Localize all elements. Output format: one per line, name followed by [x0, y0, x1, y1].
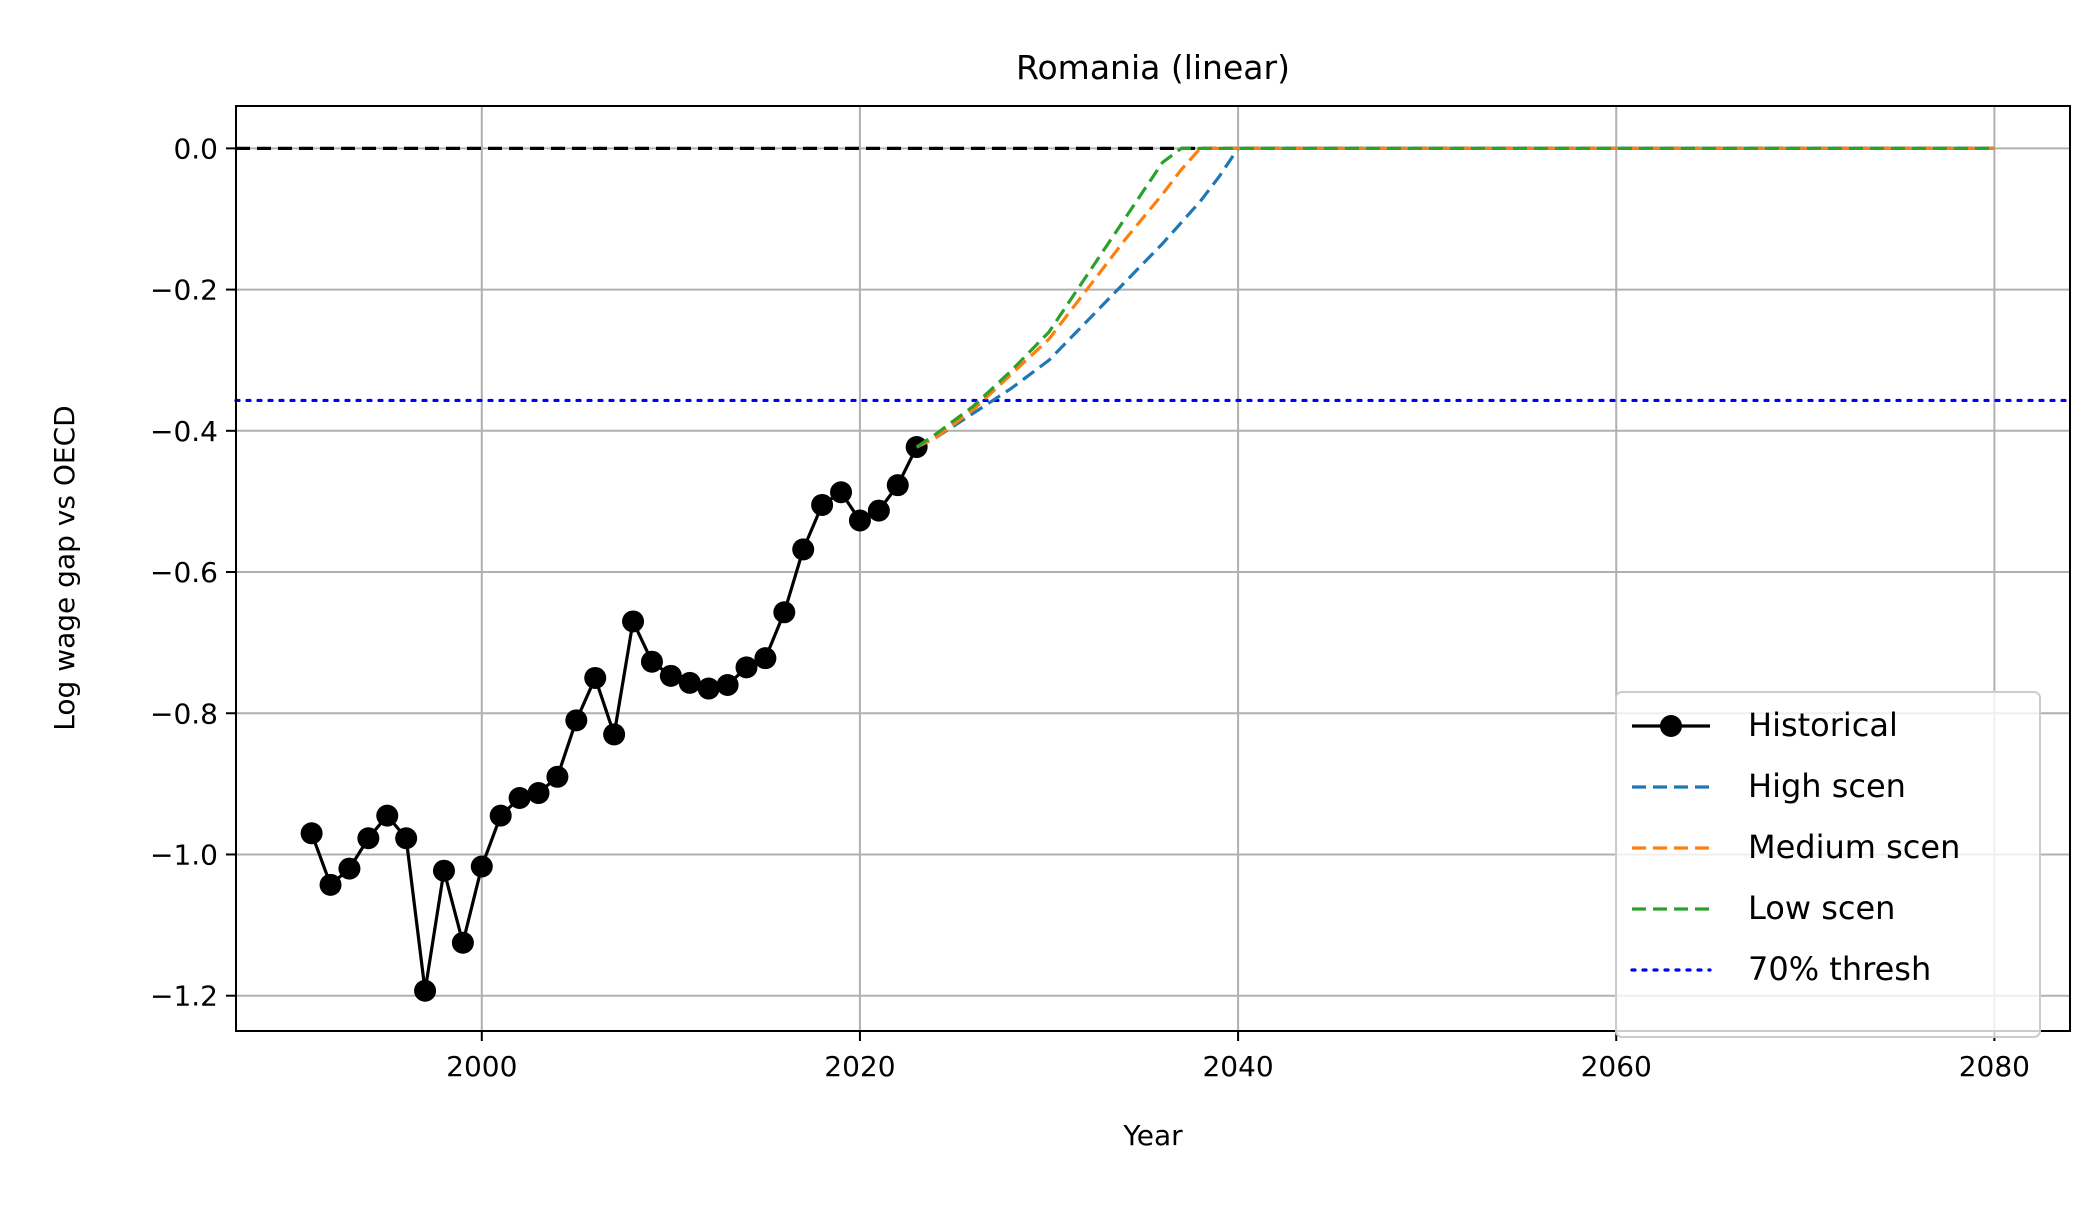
data-point: [716, 674, 739, 697]
y-tick-label: −0.4: [150, 415, 218, 448]
y-tick-label: −0.8: [150, 697, 218, 730]
data-point: [300, 822, 323, 845]
x-tick-label: 2060: [1581, 1050, 1652, 1083]
data-point: [697, 677, 720, 700]
data-point: [357, 827, 380, 850]
data-point: [414, 979, 437, 1002]
data-point: [319, 873, 342, 896]
data-point: [527, 782, 550, 805]
legend-label: Historical: [1748, 706, 1898, 744]
data-point: [546, 765, 569, 788]
data-point: [470, 855, 493, 878]
data-point: [678, 671, 701, 694]
data-point: [451, 931, 474, 954]
y-tick-label: −1.2: [150, 980, 218, 1013]
legend-label: Low scen: [1748, 889, 1895, 927]
data-point: [395, 827, 418, 850]
data-point: [338, 857, 361, 880]
data-point: [848, 509, 871, 532]
data-point: [432, 859, 455, 882]
series-line-3: [915, 146, 1995, 449]
x-tick-label: 2080: [1959, 1050, 2030, 1083]
legend-marker: [1660, 715, 1682, 737]
reference-lines: [234, 146, 2072, 403]
data-point: [792, 538, 815, 561]
series-layer: [300, 146, 1995, 1002]
y-tick-label: −0.2: [150, 274, 218, 307]
data-point: [773, 601, 796, 624]
data-point: [622, 610, 645, 633]
x-tick-label: 2040: [1202, 1050, 1273, 1083]
data-point: [565, 709, 588, 732]
x-tick-label: 2000: [446, 1050, 517, 1083]
legend-label: 70% thresh: [1748, 950, 1931, 988]
legend-label: High scen: [1748, 767, 1906, 805]
y-tick-label: −1.0: [150, 838, 218, 871]
y-tick-label: −0.6: [150, 556, 218, 589]
y-axis-label: Log wage gap vs OECD: [48, 405, 81, 730]
data-point: [867, 499, 890, 522]
legend-label: Medium scen: [1748, 828, 1960, 866]
y-tick-label: 0.0: [173, 132, 218, 165]
data-point: [508, 786, 531, 809]
x-tick-label: 2020: [824, 1050, 895, 1083]
data-point: [376, 804, 399, 827]
x-axis-label: Year: [1122, 1119, 1183, 1152]
series-line-4: [915, 146, 1995, 449]
plot-frame: [235, 105, 2071, 1032]
data-point: [886, 474, 909, 497]
data-point: [830, 481, 853, 504]
data-point: [640, 650, 663, 673]
data-point: [659, 664, 682, 687]
data-point: [735, 656, 758, 679]
data-point: [811, 493, 834, 516]
axis-ticks: 2000 2020 2040 2060 2080 0.0 −0.2 −0.4 −0.6 −0.8 −…: [150, 132, 2030, 1083]
data-point: [584, 666, 607, 689]
legend: Historical High scen Medium scen Low scen 70…: [1615, 691, 2041, 1038]
data-point: [603, 723, 626, 746]
chart-title: Romania (linear): [1016, 48, 1290, 87]
data-point: [489, 804, 512, 827]
legend-box: [1615, 691, 2041, 1038]
data-point: [754, 647, 777, 670]
